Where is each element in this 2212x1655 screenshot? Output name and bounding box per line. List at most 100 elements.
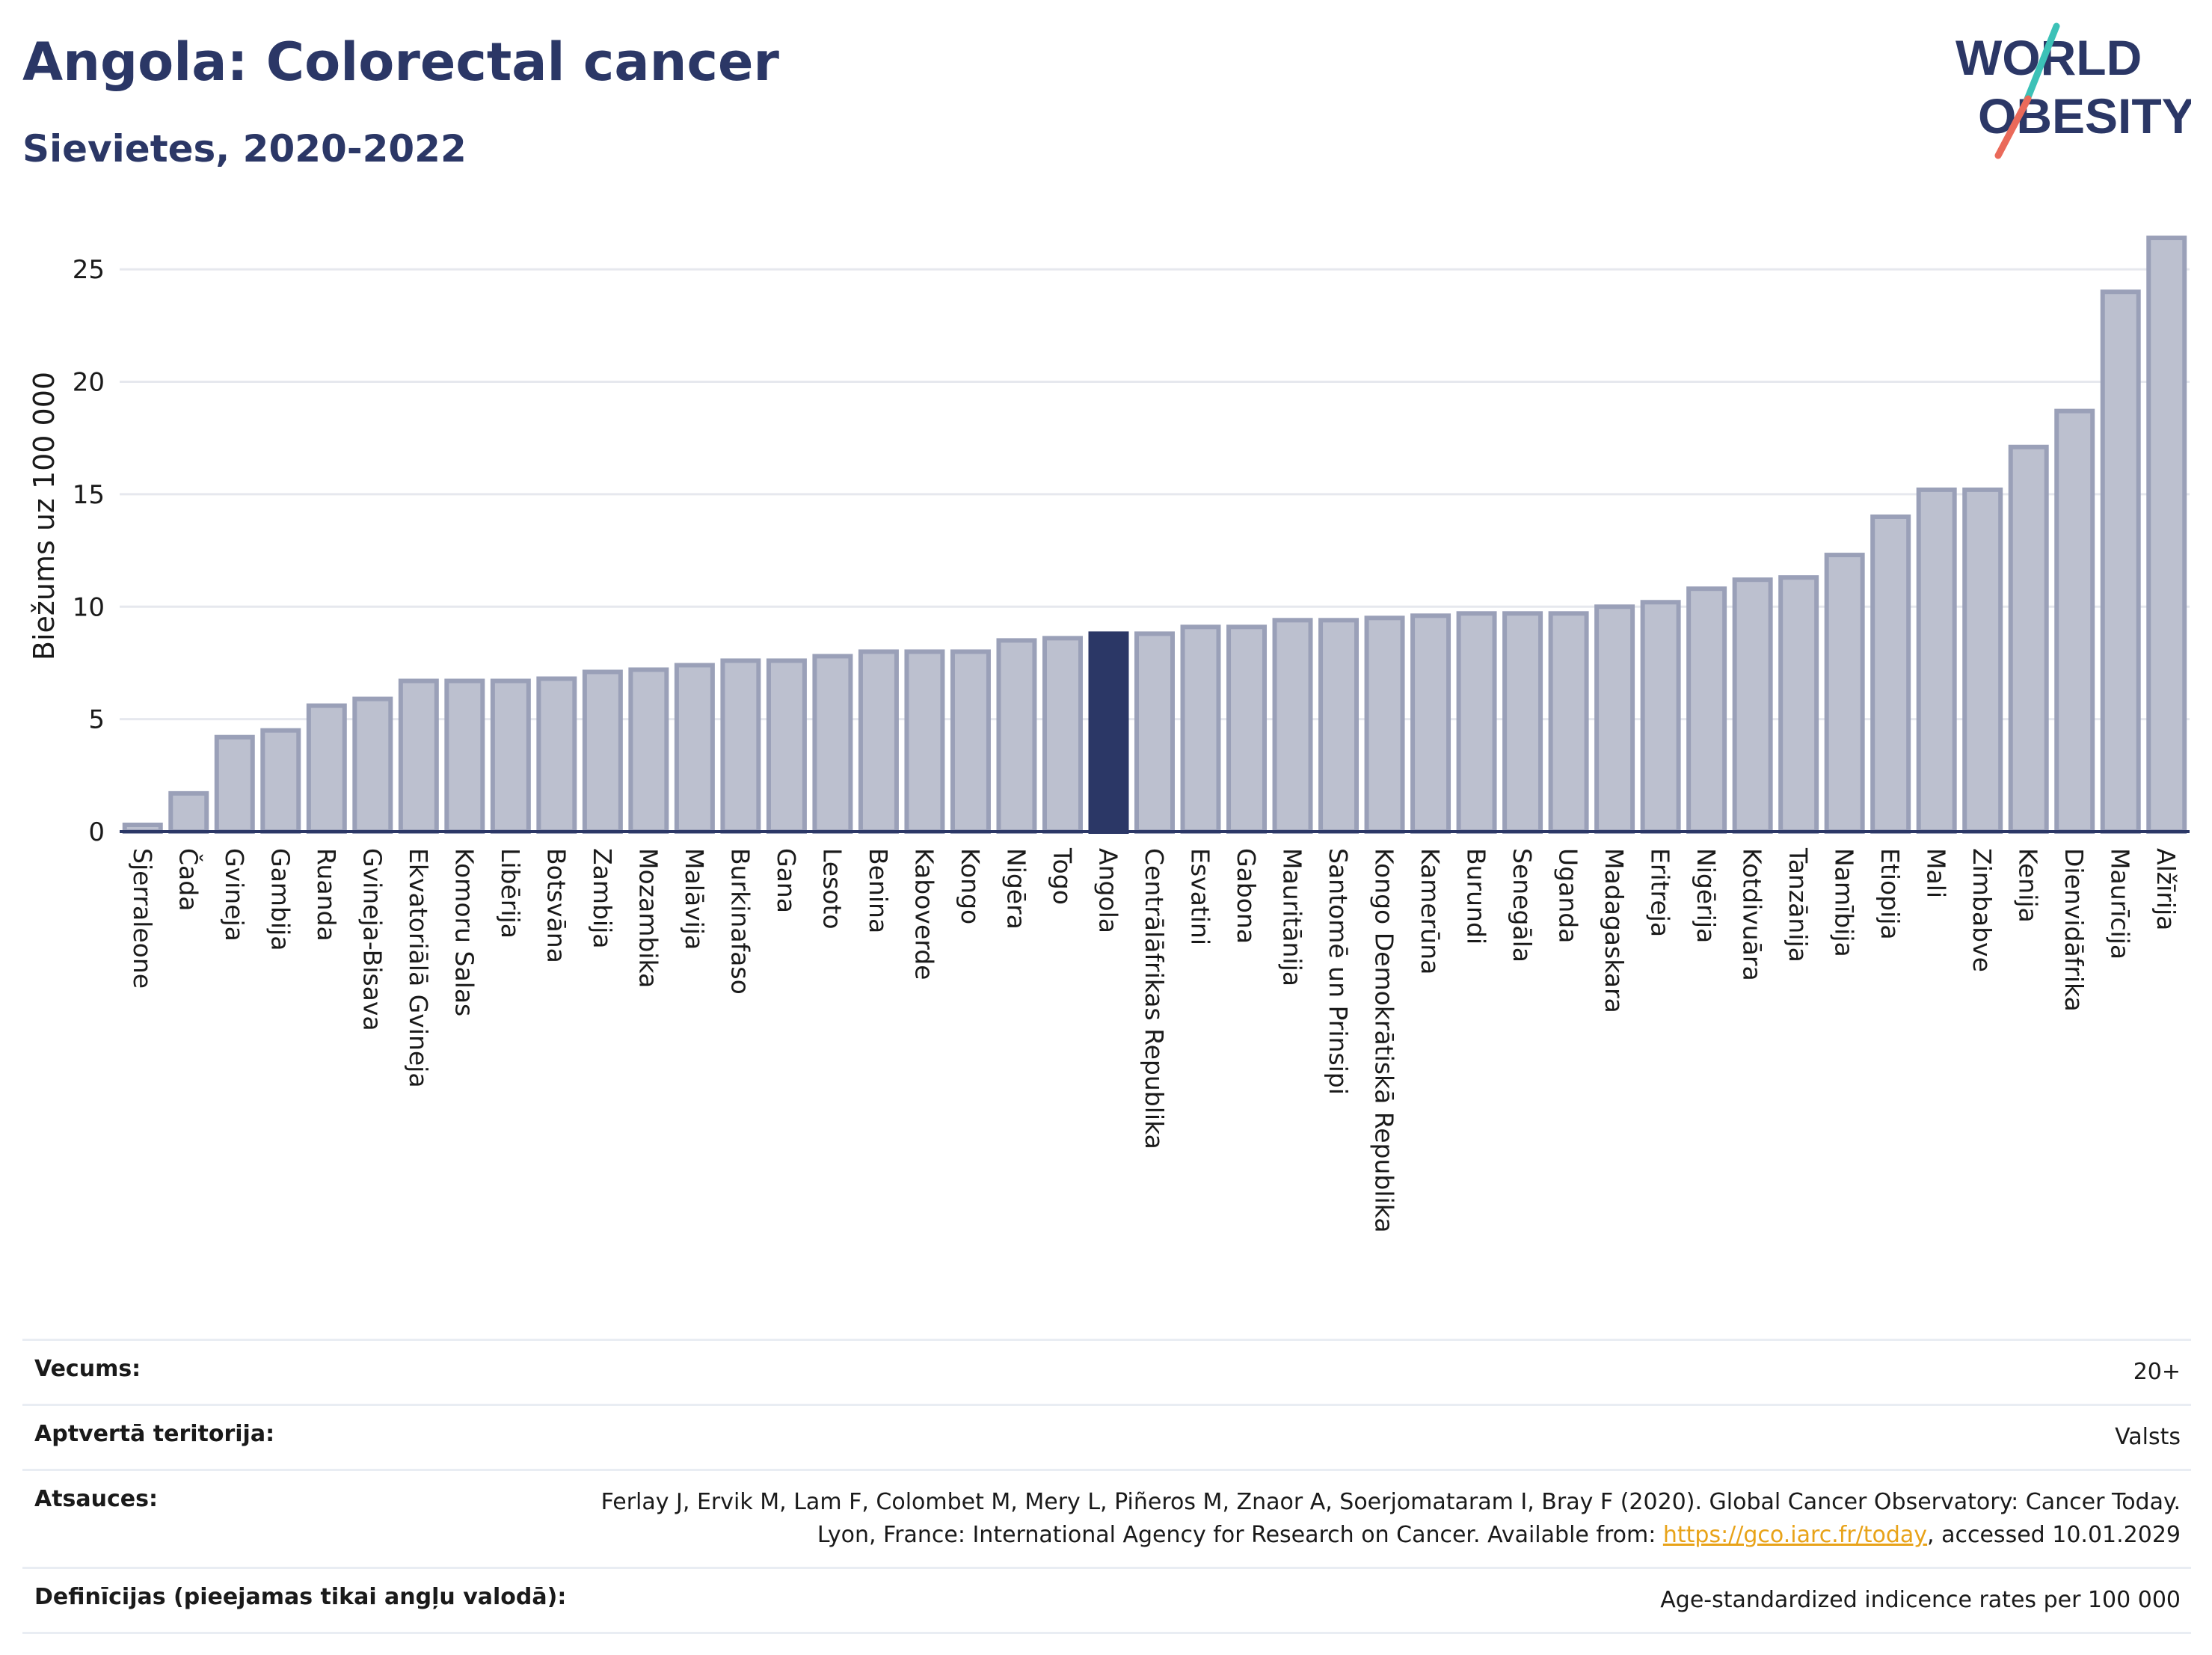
x-tick-label: Kenija <box>2014 848 2043 923</box>
reference-link[interactable]: https://gco.iarc.fr/today <box>1662 1522 1928 1548</box>
bar-zambija <box>582 669 623 834</box>
x-tick-label: Gvineja-Bisava <box>357 848 387 1031</box>
x-tick-label: Botsvāna <box>541 848 571 963</box>
x-tick-label: Alžīrija <box>2151 848 2181 930</box>
bar-chart: 0 5 10 15 20 25 Sjerraleone Čada Gvineja Gambija… <box>28 236 2190 1232</box>
bar-komoru-salas <box>444 678 485 835</box>
x-tick-label: Lesoto <box>817 848 847 930</box>
x-tick-label: Libērija <box>496 848 525 939</box>
meta-value-definitions: Age-standardized indicence rates per 100… <box>1660 1587 2181 1613</box>
x-tick-label: Kotdivuāra <box>1738 848 1767 981</box>
bar-etiopija <box>1870 514 1911 834</box>
bar-uganda <box>1548 611 1589 834</box>
bar-centrālāfrikas-republika <box>1134 631 1175 834</box>
x-tick-label: Senegāla <box>1508 848 1537 962</box>
bar-čada <box>168 790 209 834</box>
reference-text: Ferlay J, Ervik M, Lam F, Colombet M, Me… <box>600 1489 2181 1548</box>
x-tick-label: Togo <box>1048 847 1077 905</box>
bar-ekvatoriālā-gvineja <box>398 678 439 835</box>
x-tick-labels: Sjerraleone Čada Gvineja Gambija Ruanda Gvine… <box>128 847 2181 1232</box>
x-tick-label: Sjerraleone <box>128 848 157 989</box>
metadata-table: Vecums: 20+ Aptvertā teritorija: Valsts … <box>22 1339 2191 1634</box>
x-tick-label: Centrālāfrikas Republika <box>1140 848 1169 1149</box>
bar-kamerūna <box>1410 613 1451 834</box>
meta-row-coverage: Aptvertā teritorija: Valsts <box>22 1404 2191 1469</box>
meta-value-references: Ferlay J, Ervik M, Lam F, Colombet M, Me… <box>573 1486 2181 1552</box>
x-tick-label: Nigēra <box>1001 848 1030 930</box>
x-tick-label: Tanzānija <box>1784 847 1813 962</box>
bar-botsvāna <box>536 676 577 834</box>
bar-dienvidāfrika <box>2054 408 2095 834</box>
bar-alžīrija <box>2146 236 2187 834</box>
x-tick-label: Komoru Salas <box>449 848 479 1016</box>
meta-label-references: Atsauces: <box>34 1486 158 1512</box>
x-tick-label: Zimbabve <box>1967 848 1997 972</box>
x-tick-label: Mozambika <box>633 848 663 988</box>
meta-label-definitions: Definīcijas (pieejamas tikai angļu valod… <box>34 1584 567 1610</box>
logo-word-obesity: OBESITY <box>1978 88 2191 144</box>
bar-kotdivuāra <box>1732 577 1773 834</box>
bar-gvineja <box>214 734 255 835</box>
bar-nigēra <box>996 638 1037 834</box>
meta-value-coverage: Valsts <box>2115 1424 2181 1450</box>
bar-esvatini <box>1180 624 1221 834</box>
bar-gabona <box>1226 624 1268 834</box>
bar-tanzānija <box>1778 575 1819 834</box>
bar-mali <box>1916 487 1957 834</box>
bar-angola <box>1088 631 1129 834</box>
x-tick-label: Zambija <box>588 848 617 948</box>
y-tick-label: 25 <box>73 255 105 285</box>
x-tick-label: Santomē un Prinsipi <box>1324 848 1353 1095</box>
x-tick-label: Burundi <box>1462 848 1491 945</box>
world-obesity-logo: WORLD OBESITY <box>1956 22 2191 159</box>
reference-accessed: , accessed 10.01.2029 <box>1927 1522 2181 1548</box>
bar-namībija <box>1824 553 1865 834</box>
bar-mauritānija <box>1272 618 1313 834</box>
x-tick-label: Gabona <box>1232 848 1261 944</box>
bar-kongo <box>950 649 991 834</box>
bar-ruanda <box>306 703 347 835</box>
bar-madagaskara <box>1594 604 1635 835</box>
x-tick-label: Gvineja <box>220 848 249 942</box>
bar-malāvija <box>674 663 715 834</box>
x-tick-label: Ekvatoriālā Gvineja <box>404 848 433 1088</box>
x-tick-label: Čada <box>173 848 203 911</box>
bar-zimbabve <box>1962 487 2003 834</box>
x-tick-label: Esvatini <box>1186 848 1215 945</box>
x-tick-label: Gambija <box>265 848 295 951</box>
x-tick-label: Ruanda <box>312 848 341 942</box>
x-tick-label: Namībija <box>1830 848 1859 957</box>
x-tick-label: Etiopija <box>1875 848 1905 940</box>
x-tick-label: Malāvija <box>680 848 709 950</box>
meta-row-references: Atsauces: Ferlay J, Ervik M, Lam F, Colo… <box>22 1469 2191 1567</box>
bars <box>122 236 2187 835</box>
bar-burundi <box>1456 611 1497 834</box>
bar-libērija <box>490 678 531 835</box>
bar-gvineja-bisava <box>352 696 393 835</box>
x-tick-label: Burkinafaso <box>725 848 755 995</box>
bar-maurīcija <box>2100 289 2141 834</box>
y-tick-label: 20 <box>73 368 105 398</box>
bar-gambija <box>260 728 301 835</box>
meta-value-age: 20+ <box>2133 1359 2181 1385</box>
y-tick-labels: 0 5 10 15 20 25 <box>73 255 105 847</box>
x-tick-label: Maurīcija <box>2106 848 2135 959</box>
meta-label-age: Vecums: <box>34 1356 141 1382</box>
bar-santomē-un-prinsipi <box>1318 618 1360 834</box>
bar-burkinafaso <box>720 658 761 834</box>
bar-senegāla <box>1502 611 1543 834</box>
x-tick-label: Gana <box>772 848 801 913</box>
bar-lesoto <box>812 654 853 835</box>
chart-subtitle: Sievietes, 2020-2022 <box>22 127 467 171</box>
logo-slash-teal <box>2021 22 2060 108</box>
x-tick-label: Eritreja <box>1646 848 1675 937</box>
x-tick-label: Nigērija <box>1692 848 1721 943</box>
bar-eritreja <box>1640 600 1681 834</box>
x-tick-label: Kamerūna <box>1416 848 1445 974</box>
y-tick-label: 10 <box>73 592 105 622</box>
x-tick-label: Uganda <box>1554 848 1583 943</box>
x-tick-label: Kongo Demokrātiskā Republika <box>1370 848 1399 1232</box>
y-tick-label: 15 <box>73 480 105 510</box>
x-tick-label: Dienvidāfrika <box>2059 848 2089 1012</box>
bar-kongo-demokrātiskā-republika <box>1364 615 1405 835</box>
